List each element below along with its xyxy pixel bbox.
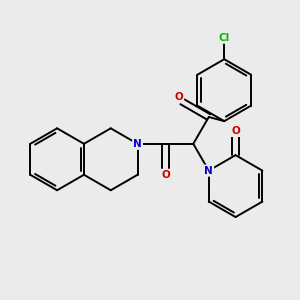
Text: N: N bbox=[204, 166, 213, 176]
Text: O: O bbox=[161, 170, 170, 180]
Text: O: O bbox=[175, 92, 183, 102]
Text: Cl: Cl bbox=[219, 32, 230, 43]
Text: O: O bbox=[231, 126, 240, 136]
Text: N: N bbox=[133, 139, 142, 149]
